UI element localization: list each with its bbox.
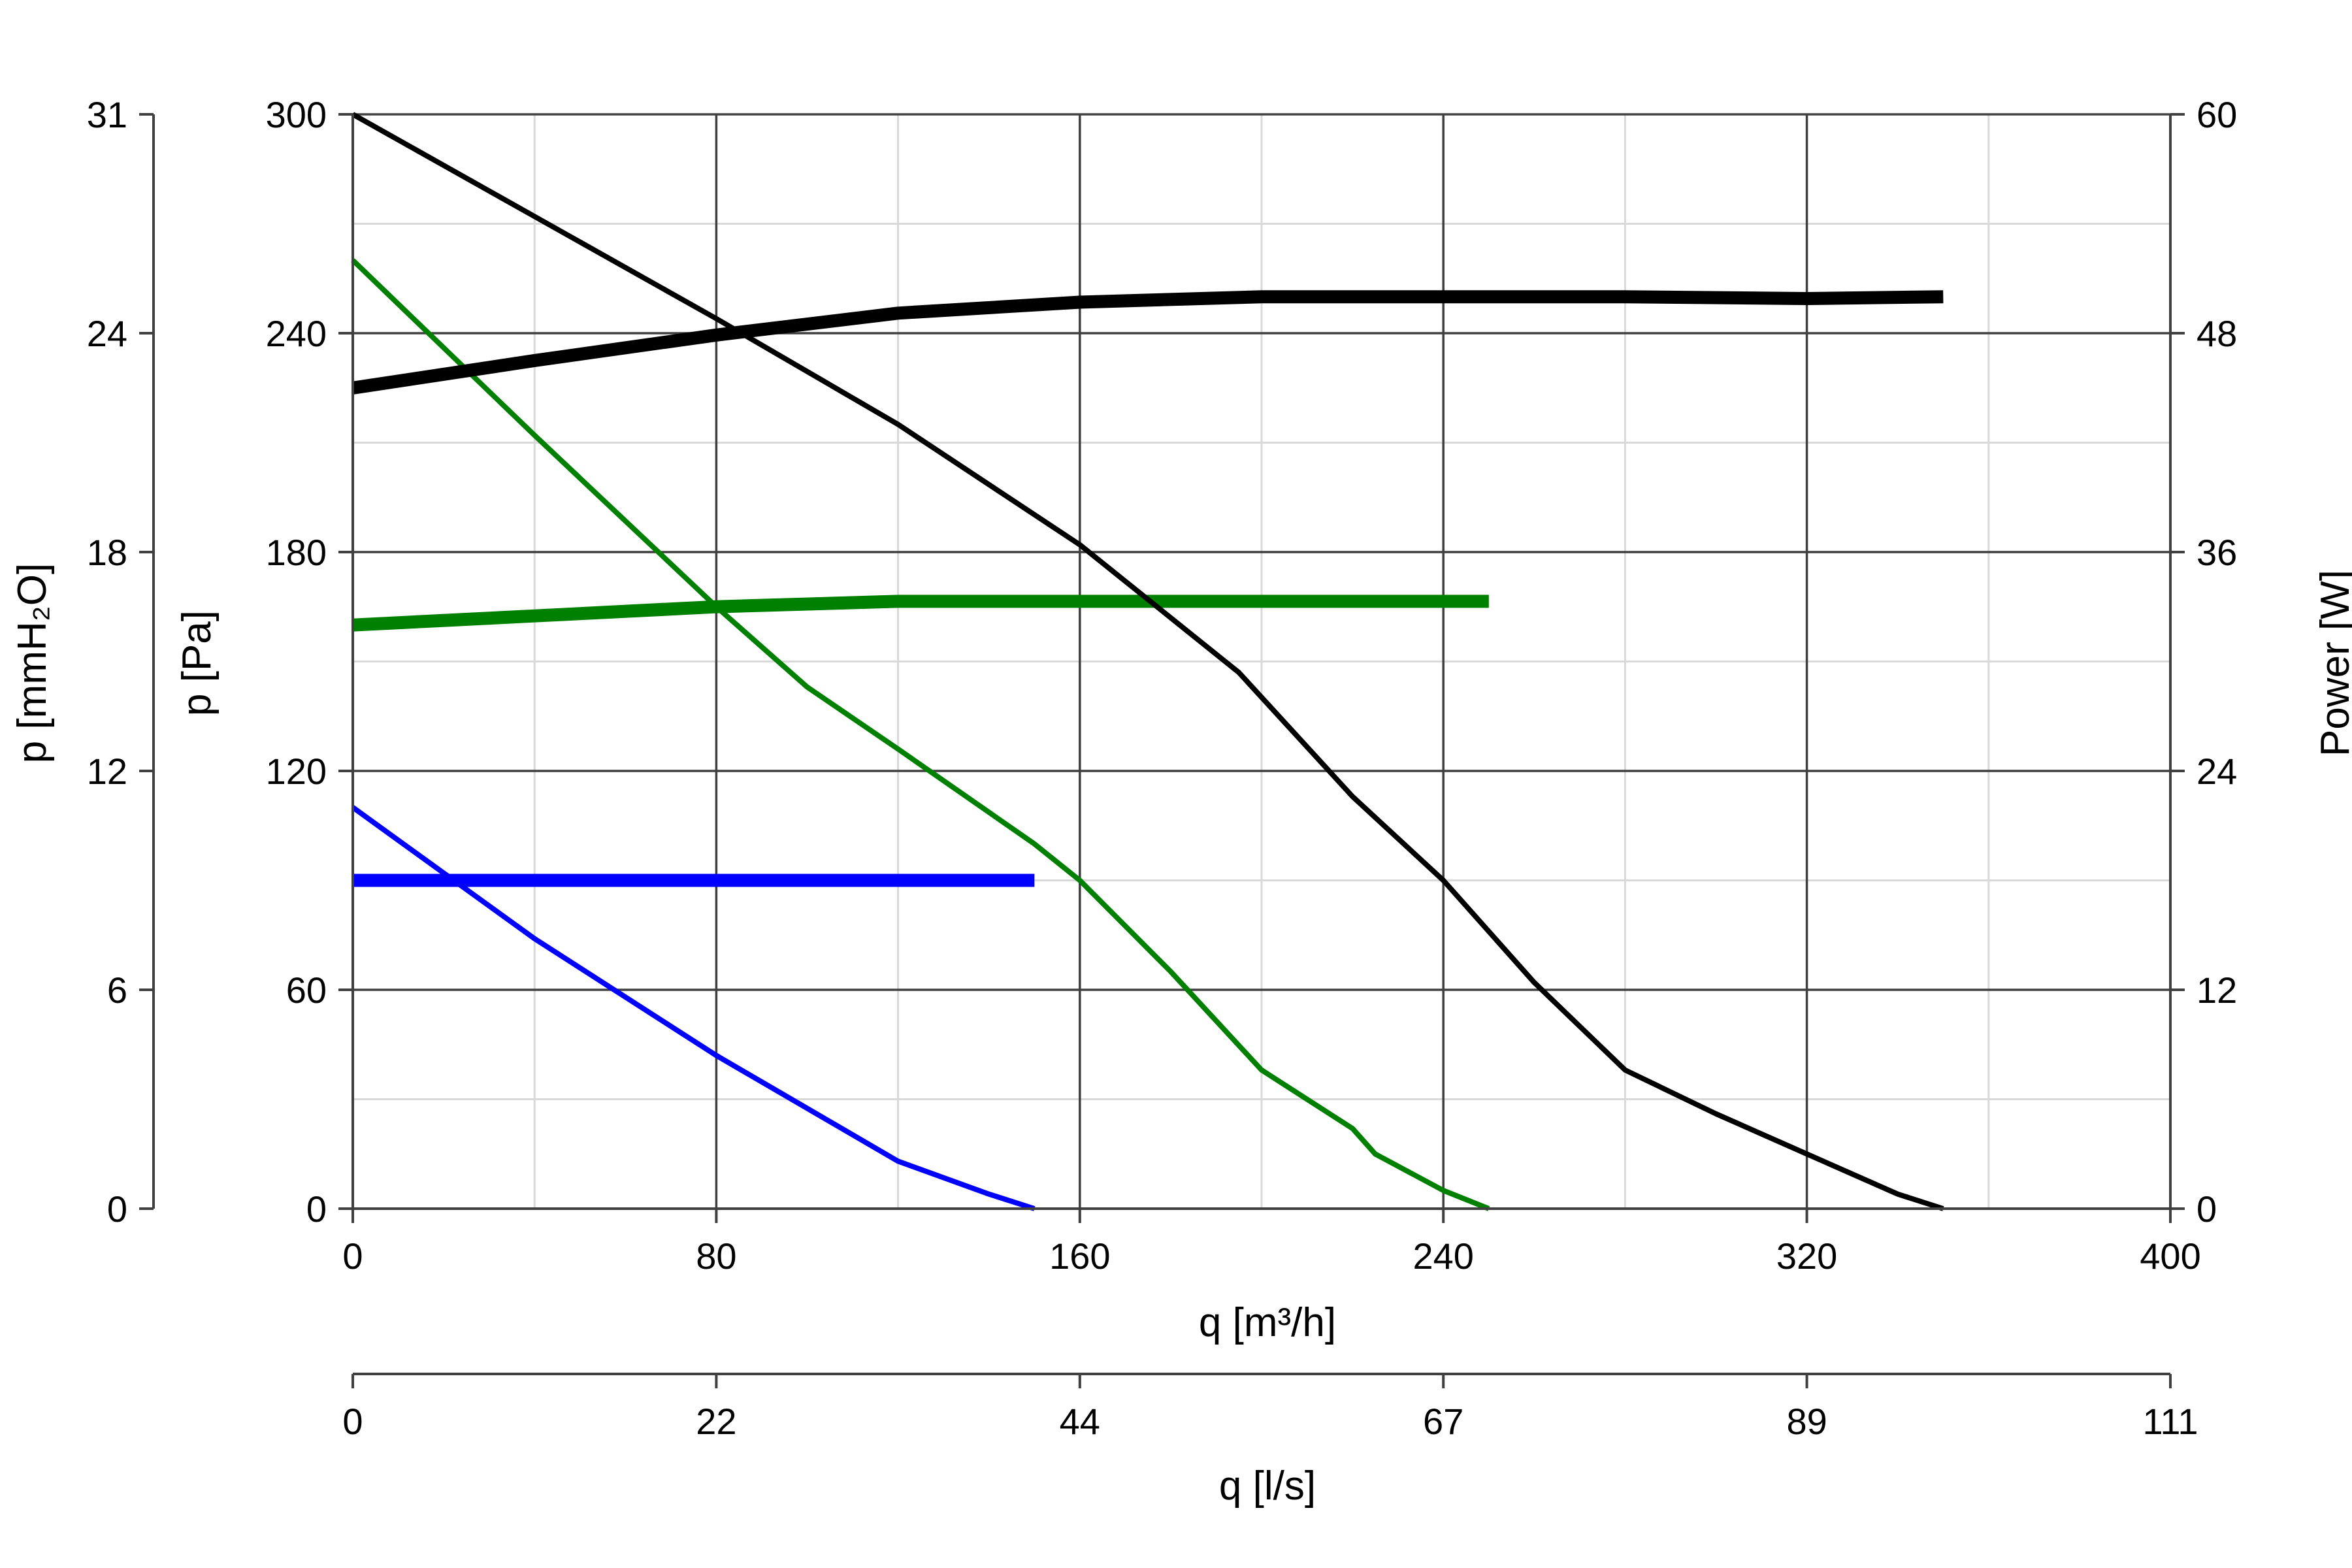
y-left-outer-tick-label: 12 (87, 751, 127, 792)
series-layer (351, 112, 1944, 1211)
y-left-tick-label: 0 (306, 1188, 327, 1230)
y-right-tick-label: 12 (2197, 970, 2237, 1011)
y-left-tick-label: 180 (266, 532, 327, 573)
y-left-outer-tick-label: 6 (107, 970, 127, 1011)
y-left-tick-label: 120 (266, 751, 327, 792)
series-power-line (352, 595, 1489, 632)
y-right-tick-label: 60 (2197, 94, 2237, 135)
x-secondary-tick-label: 111 (2142, 1401, 2198, 1442)
y-right-tick-label: 0 (2197, 1188, 2217, 1230)
y-axis-left-outer-label: p [mmH₂O] (10, 563, 55, 764)
y-axis-left-label: p [Pa] (174, 610, 220, 716)
x-tick-label: 320 (1776, 1235, 1837, 1277)
y-right-tick-label: 36 (2197, 532, 2237, 573)
y-left-tick-label: 300 (266, 94, 327, 135)
x-tick-label: 240 (1413, 1235, 1473, 1277)
y-left-outer-tick-label: 18 (87, 532, 127, 573)
x-tick-label: 400 (2140, 1235, 2200, 1277)
x-secondary-tick-label: 0 (342, 1401, 363, 1442)
y-left-outer-tick-label: 24 (87, 313, 127, 354)
x-secondary-tick-label: 89 (1786, 1401, 1827, 1442)
x-tick-label: 160 (1049, 1235, 1110, 1277)
y-right-tick-label: 48 (2197, 313, 2237, 354)
x-secondary-tick-label: 22 (696, 1401, 736, 1442)
x-axis-secondary-label: q [l/s] (1219, 1463, 1316, 1509)
minor-grid (353, 114, 2170, 1209)
y-left-tick-label: 240 (266, 313, 327, 354)
series-pressure-line (351, 805, 1036, 1211)
x-tick-label: 0 (342, 1235, 363, 1277)
y-axis-right-label: Power [W] (2313, 570, 2352, 757)
series-pressure-line (351, 258, 1490, 1211)
y-left-tick-label: 60 (286, 970, 327, 1011)
x-axis-label: q [m³/h] (1199, 1300, 1336, 1345)
x-secondary-tick-label: 44 (1060, 1401, 1100, 1442)
y-right-tick-label: 24 (2197, 751, 2237, 792)
y-left-outer-tick-label: 31 (87, 94, 127, 135)
series-power-line (351, 290, 1944, 395)
y-left-outer-tick-label: 0 (107, 1188, 127, 1230)
x-secondary-tick-label: 67 (1423, 1401, 1463, 1442)
x-tick-label: 80 (696, 1235, 736, 1277)
